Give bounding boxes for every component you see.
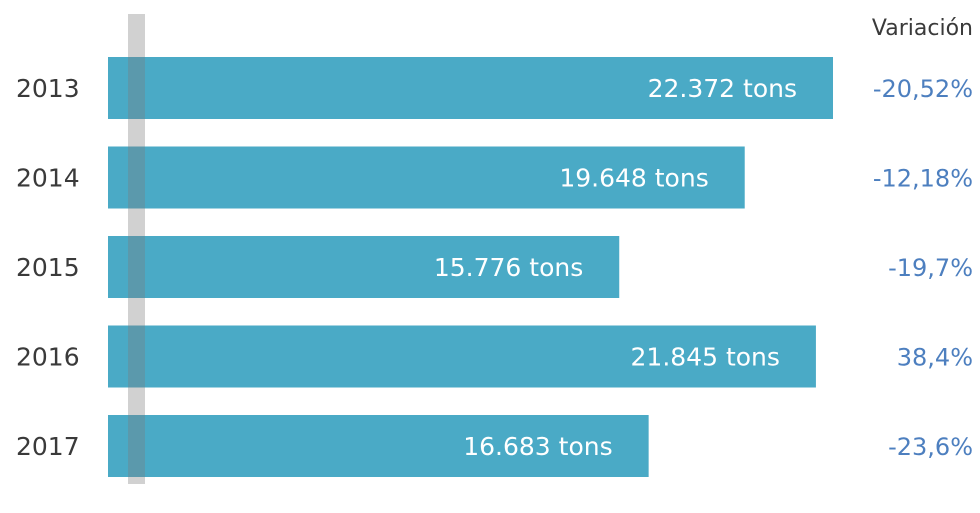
bar-2014 (108, 146, 745, 209)
variation-header: Variación (872, 16, 973, 41)
value-label-2015: 15.776 tons (434, 253, 583, 282)
value-label-2017: 16.683 tons (463, 432, 612, 461)
category-label-2014: 2014 (16, 164, 80, 193)
variation-label-2013: -20,52% (873, 75, 973, 103)
category-label-2016: 2016 (16, 343, 80, 372)
variation-label-2015: -19,7% (888, 254, 973, 282)
value-label-2014: 19.648 tons (559, 164, 708, 193)
labels-group: 2013 22.372 tons -20,52% 2014 19.648 tons -12… (16, 74, 973, 461)
bars-group (108, 57, 833, 477)
bar-2017 (108, 415, 649, 477)
value-label-2016: 21.845 tons (631, 343, 780, 372)
category-label-2015: 2015 (16, 253, 80, 282)
bar-2013 (108, 57, 833, 119)
category-label-2017: 2017 (16, 432, 80, 461)
value-label-2013: 22.372 tons (648, 74, 797, 103)
category-label-2013: 2013 (16, 74, 80, 103)
variation-label-2014: -12,18% (873, 165, 973, 193)
variation-label-2016: 38,4% (897, 344, 973, 372)
bar-2015 (108, 236, 620, 298)
bar-2016 (108, 325, 816, 388)
reference-line (128, 14, 145, 484)
variation-label-2017: -23,6% (888, 433, 973, 461)
